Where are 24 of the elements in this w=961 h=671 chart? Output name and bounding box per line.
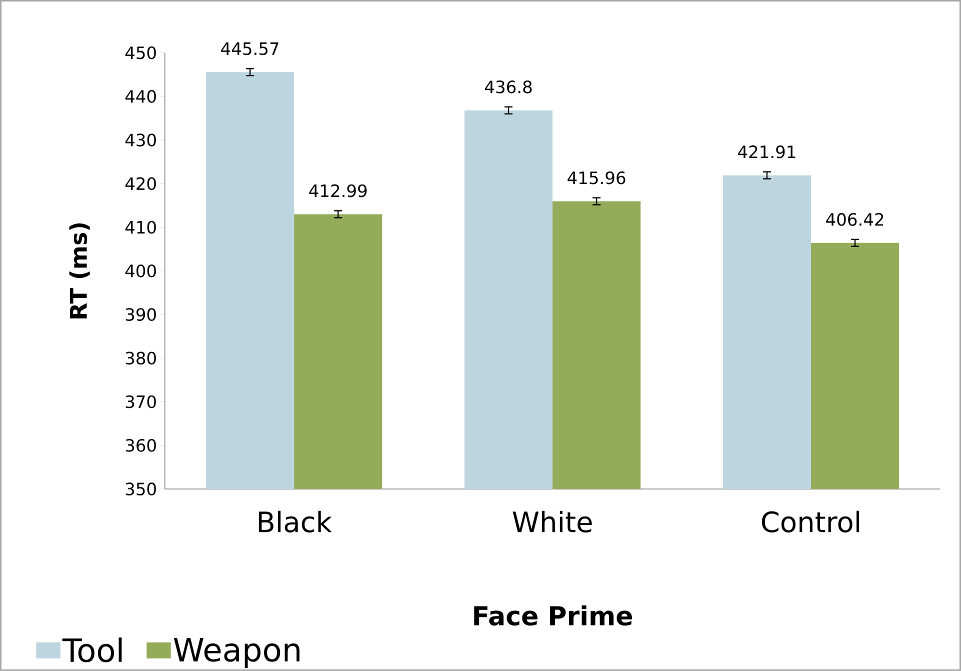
y-tick-label: 420 (125, 177, 156, 190)
data-label: 406.42 (826, 213, 884, 226)
y-tick-label: 400 (125, 264, 156, 278)
legend-label: Weapon (174, 638, 300, 668)
y-tick-label: 390 (126, 308, 156, 322)
data-label: 436.8 (485, 80, 532, 94)
y-tick-label: 350 (126, 482, 156, 496)
y-tick-label: 370 (126, 395, 156, 408)
y-tick-label: 410 (125, 220, 156, 234)
data-label: 445.57 (221, 42, 278, 56)
data-label: 412.99 (309, 184, 367, 198)
legend-label: Tool (62, 638, 122, 662)
data-label: 421.91 (738, 145, 796, 158)
data-label: 415.96 (568, 171, 626, 184)
y-tick-label: 450 (125, 46, 156, 60)
x-tick-label: White (512, 510, 592, 533)
y-tick-label: 380 (126, 352, 156, 365)
y-tick-label: 430 (125, 134, 156, 147)
y-tick-label: 360 (126, 439, 156, 452)
x-tick-label: Black (258, 510, 332, 533)
y-axis-title: RT (ms) (69, 223, 90, 318)
y-tick-label: 440 (125, 90, 156, 103)
x-tick-label: Control (762, 510, 860, 533)
x-axis-title: Face Prime (474, 606, 632, 626)
